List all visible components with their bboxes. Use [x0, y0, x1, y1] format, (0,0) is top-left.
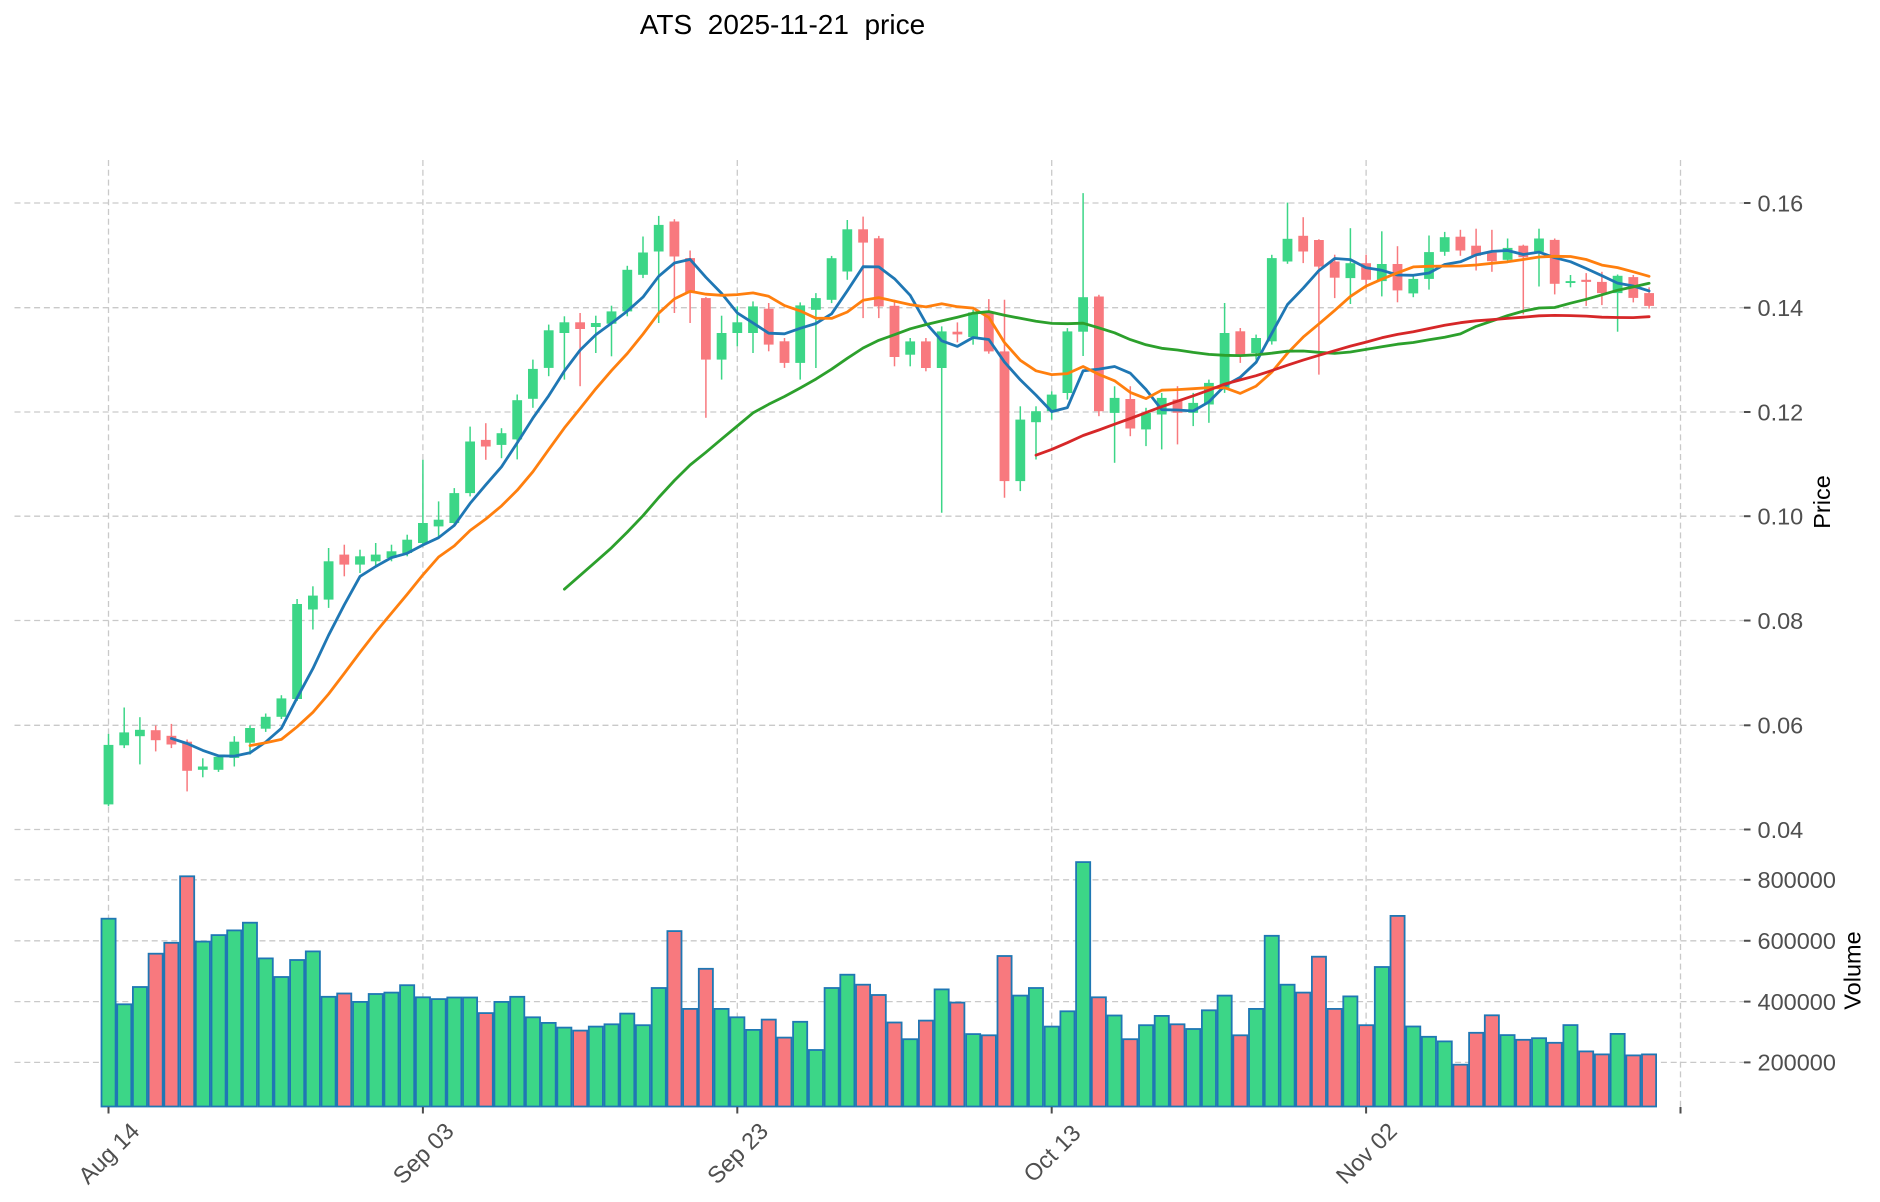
svg-text:0.12: 0.12: [1758, 399, 1804, 425]
svg-text:0.14: 0.14: [1758, 295, 1804, 321]
svg-text:ATS 2025-11-21 price: ATS 2025-11-21 price: [640, 9, 925, 40]
svg-text:200000: 200000: [1758, 1050, 1836, 1076]
svg-text:Price: Price: [1809, 475, 1835, 529]
svg-text:400000: 400000: [1758, 989, 1836, 1015]
svg-text:0.16: 0.16: [1758, 190, 1804, 216]
svg-text:0.10: 0.10: [1758, 504, 1804, 530]
svg-text:0.06: 0.06: [1758, 713, 1804, 739]
svg-text:Volume: Volume: [1840, 931, 1866, 1009]
svg-text:0.04: 0.04: [1758, 817, 1804, 843]
svg-text:0.08: 0.08: [1758, 608, 1804, 634]
svg-text:800000: 800000: [1758, 867, 1836, 893]
svg-text:600000: 600000: [1758, 928, 1836, 954]
